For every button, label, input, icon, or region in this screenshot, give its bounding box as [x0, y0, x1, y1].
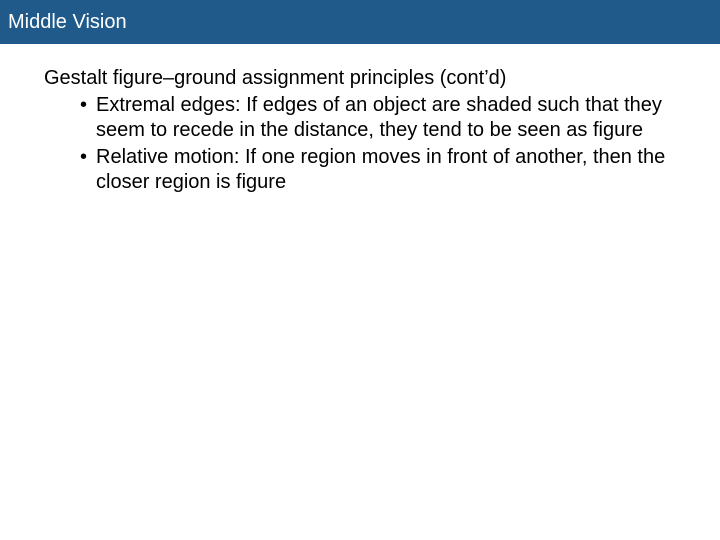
slide-content: Gestalt figure–ground assignment princip…: [0, 44, 720, 195]
slide-title: Middle Vision: [8, 11, 127, 34]
slide-header: Middle Vision: [0, 0, 720, 44]
bullet-list: Extremal edges: If edges of an object ar…: [44, 93, 710, 195]
bullet-item: Relative motion: If one region moves in …: [80, 145, 710, 195]
bullet-item: Extremal edges: If edges of an object ar…: [80, 93, 710, 143]
content-intro: Gestalt figure–ground assignment princip…: [44, 66, 710, 91]
